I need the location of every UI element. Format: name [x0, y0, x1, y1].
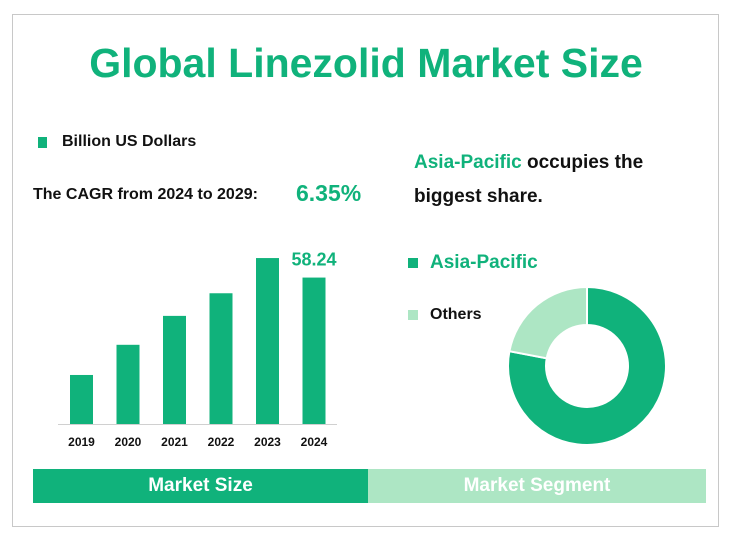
- x-tick-2019: 2019: [68, 435, 95, 449]
- bar-2021: [163, 315, 186, 424]
- donut-legend-primary: Asia-Pacific: [408, 252, 538, 274]
- bar-2024: [302, 277, 326, 424]
- legend-swatch-bar: [38, 136, 47, 148]
- tab-market-size[interactable]: Market Size: [33, 469, 368, 503]
- legend-swatch-secondary: [408, 310, 418, 320]
- donut-legend-secondary-label: Others: [430, 306, 482, 323]
- x-tick-2024: 2024: [301, 435, 328, 449]
- slice-asia-pacific: [507, 285, 667, 446]
- unit-legend-label: Billion US Dollars: [62, 133, 197, 150]
- cagr-value: 6.35%: [296, 180, 362, 206]
- share-text: occupies the biggest share.: [414, 152, 644, 207]
- donut-legend-secondary: Others: [408, 306, 482, 324]
- bar-2019: [70, 374, 93, 424]
- unit-legend: Billion US Dollars: [38, 133, 196, 151]
- section-tabs: Market Size Market Segment: [33, 469, 706, 503]
- donut-legend-primary-label: Asia-Pacific: [430, 252, 538, 273]
- page-title: Global Linezolid Market Size: [89, 40, 643, 86]
- x-tick-2021: 2021: [161, 435, 188, 449]
- bar-2020: [116, 344, 140, 424]
- slice-others: [508, 285, 588, 360]
- share-statement: Asia-Pacific occupies the biggest share.: [414, 146, 704, 214]
- cagr-label: The CAGR from 2024 to 2029:: [33, 186, 258, 203]
- legend-swatch-primary: [408, 258, 418, 268]
- bar-2023: [256, 258, 279, 424]
- bar-2022: [209, 293, 233, 424]
- share-region: Asia-Pacific: [414, 152, 522, 173]
- x-tick-2020: 2020: [115, 435, 142, 449]
- tab-market-segment[interactable]: Market Segment: [368, 469, 706, 503]
- x-tick-2022: 2022: [208, 435, 235, 449]
- data-label-2024: 58.24: [291, 250, 336, 270]
- x-tick-2023: 2023: [254, 435, 281, 449]
